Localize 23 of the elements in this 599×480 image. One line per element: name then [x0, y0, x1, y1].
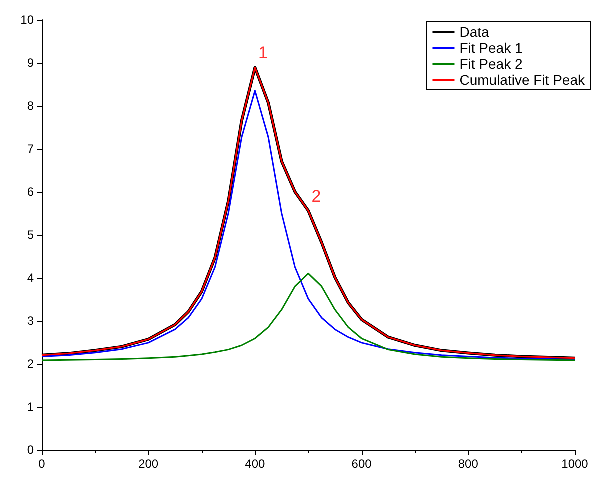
y-tick-label: 10 — [20, 13, 34, 27]
annotation: 2 — [312, 186, 322, 206]
legend-label: Cumulative Fit Peak — [460, 72, 586, 88]
legend-label: Data — [460, 24, 490, 40]
x-tick-label: 0 — [38, 457, 46, 471]
y-tick-label: 5 — [27, 228, 34, 242]
y-tick-label: 4 — [27, 271, 34, 285]
y-tick-label: 6 — [27, 185, 34, 199]
annotation: 1 — [258, 44, 268, 63]
y-tick-label: 9 — [27, 56, 34, 70]
x-tick-label: 600 — [352, 457, 372, 471]
x-tick-label: 200 — [138, 457, 159, 471]
y-tick-label: 2 — [27, 357, 34, 371]
legend-label: Fit Peak 1 — [460, 40, 523, 56]
x-tick-label: 400 — [245, 457, 266, 471]
y-tick-label: 1 — [27, 400, 34, 414]
x-tick-label: 1000 — [562, 457, 589, 471]
y-tick-label: 0 — [27, 443, 34, 457]
y-tick-label: 3 — [27, 314, 34, 328]
legend-label: Fit Peak 2 — [460, 56, 523, 72]
y-tick-label: 8 — [27, 99, 34, 113]
x-tick-label: 800 — [458, 457, 479, 471]
y-tick-label: 7 — [27, 142, 34, 156]
